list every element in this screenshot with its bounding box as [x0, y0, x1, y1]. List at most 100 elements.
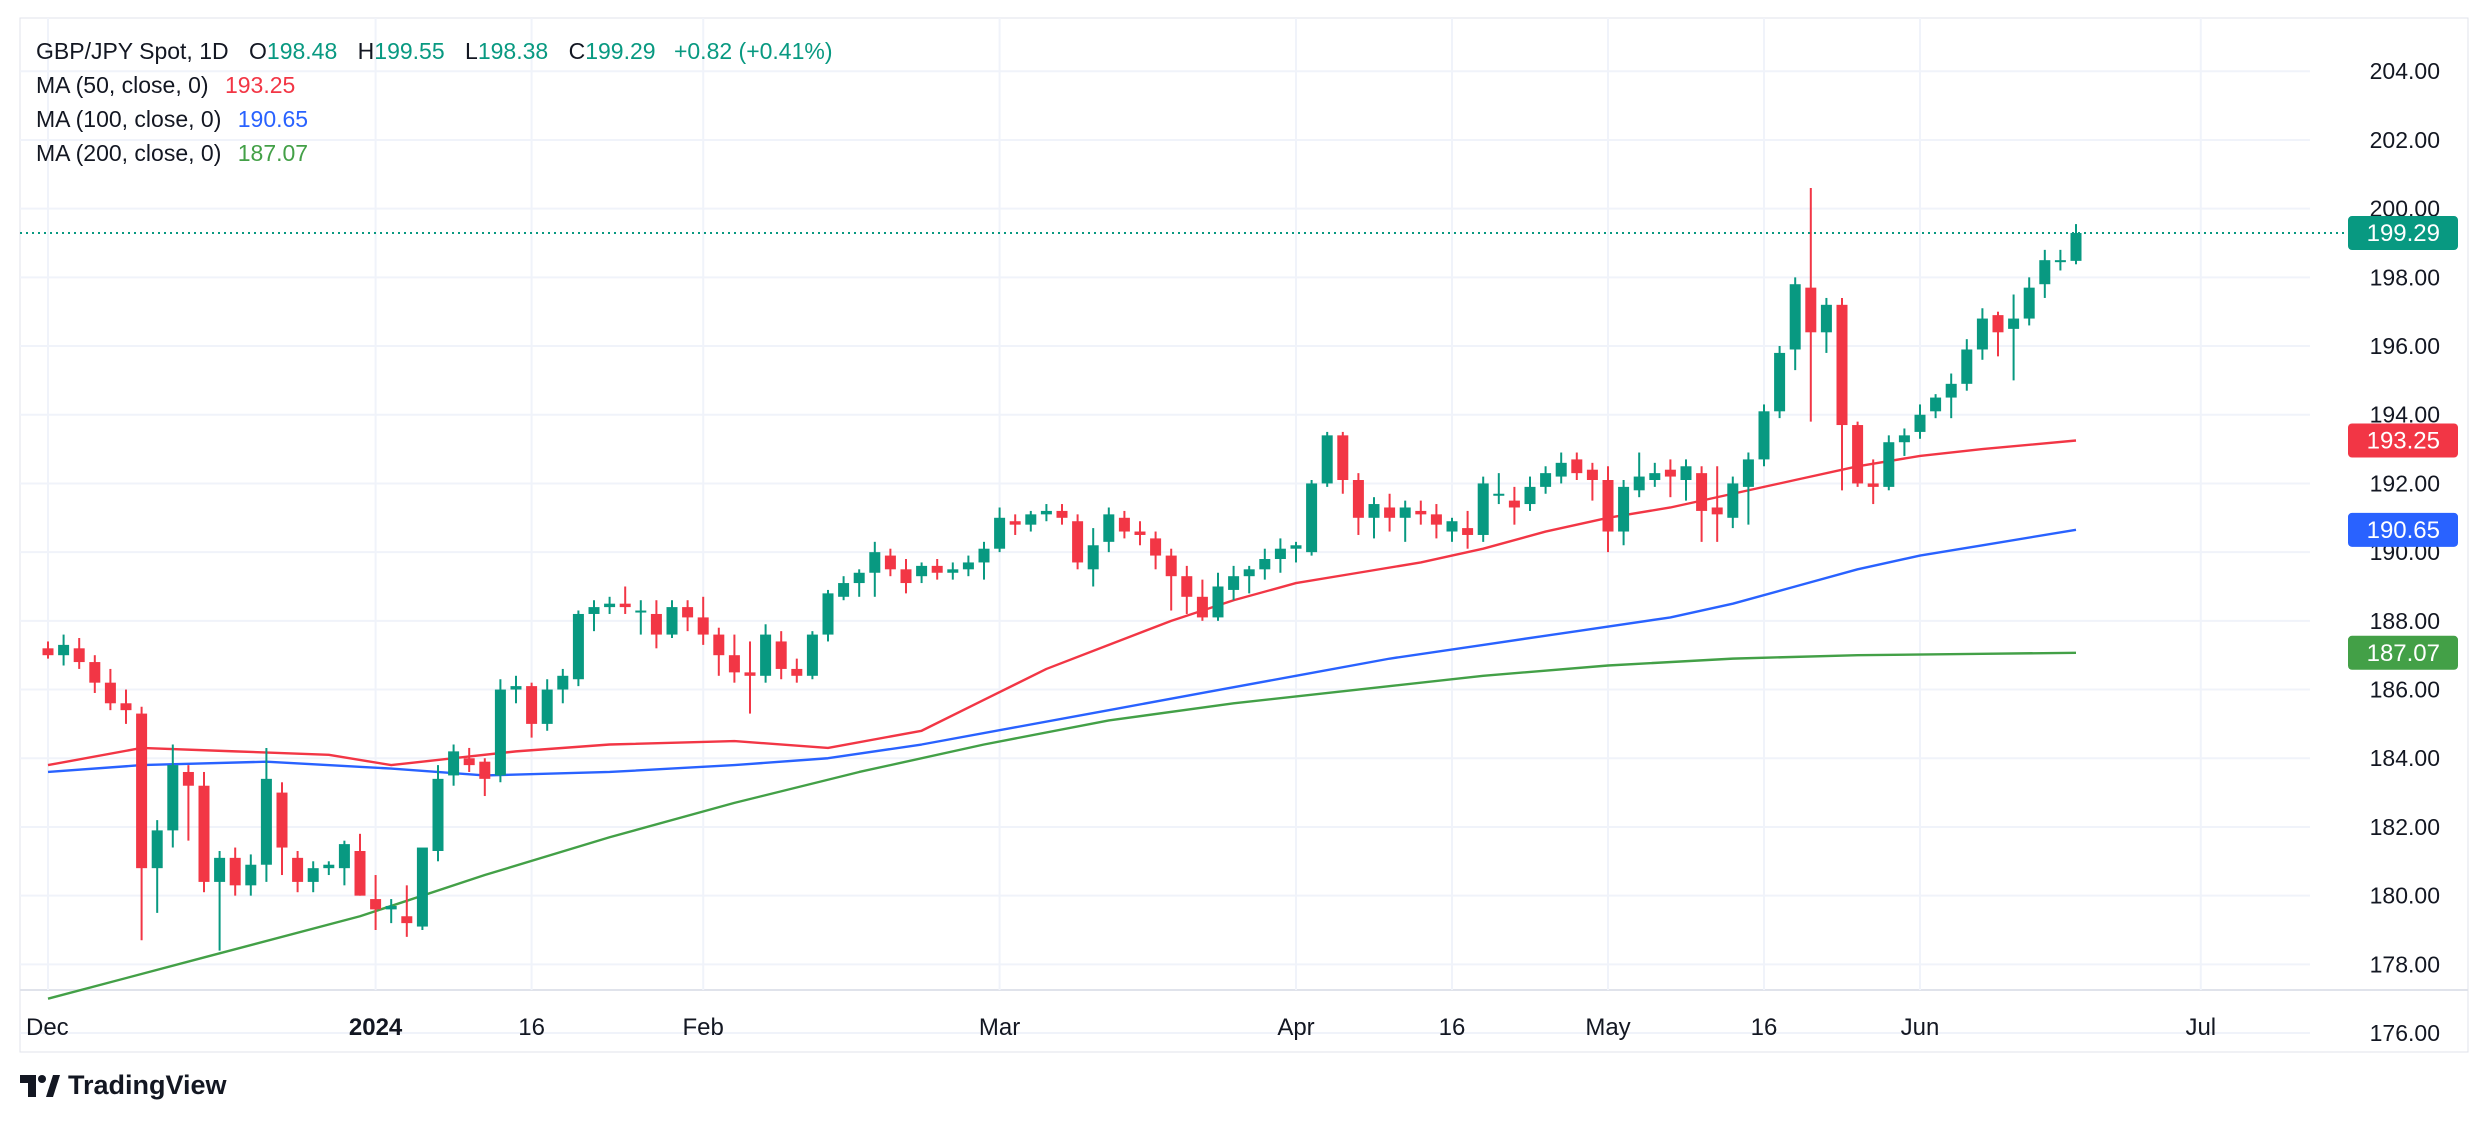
- candle-body: [136, 713, 148, 869]
- candle-body: [822, 593, 834, 635]
- candle: [510, 675, 522, 704]
- candlesticks: [42, 188, 2082, 951]
- price-tick-label: 184.00: [2370, 745, 2440, 771]
- price-tick-label: 178.00: [2370, 951, 2440, 977]
- candle: [1196, 579, 1208, 621]
- candle-body: [2023, 287, 2035, 319]
- candle: [838, 576, 850, 601]
- candle-body: [1742, 459, 1754, 487]
- candle-body: [1992, 315, 2004, 333]
- ma200-value: 187.07: [237, 140, 309, 166]
- last-price-badge: [2348, 216, 2458, 251]
- candle-body: [1820, 304, 1832, 333]
- candle: [432, 765, 444, 862]
- candle: [884, 548, 896, 577]
- candle-body: [666, 607, 678, 635]
- candle-body: [557, 675, 569, 690]
- candle: [1493, 473, 1505, 505]
- close-value: 199.29: [585, 38, 656, 64]
- candle: [1477, 476, 1489, 542]
- candle: [1306, 480, 1318, 556]
- candle: [136, 706, 148, 941]
- ohlc-row: GBP/JPY Spot, 1D O198.48 H199.55 L198.38…: [36, 34, 833, 68]
- time-tick-label: May: [1585, 1014, 1630, 1041]
- candle-body: [1274, 548, 1286, 560]
- candle: [775, 631, 787, 680]
- candle: [1009, 514, 1021, 535]
- last-price-badge-label: 199.29: [2367, 220, 2440, 247]
- time-axis[interactable]: Dec 2024 16 Feb Mar Apr 16 May 16 Jun Jul: [26, 1014, 2216, 1041]
- candle: [1618, 480, 1630, 546]
- ma100-row[interactable]: MA (100, close, 0) 190.65: [36, 102, 833, 136]
- candle: [120, 689, 132, 724]
- candle: [1118, 510, 1130, 539]
- candle-body: [1524, 486, 1536, 505]
- candle-body: [1072, 521, 1084, 563]
- candle-body: [1789, 284, 1801, 350]
- chart-frame: [19, 17, 2469, 1053]
- price-axis[interactable]: 176.00 178.00 180.00 182.00 184.00 186.00 188.…: [2348, 58, 2458, 1046]
- tradingview-logo-icon: [20, 1074, 60, 1097]
- candle-body: [1196, 596, 1208, 618]
- time-tick-label: Mar: [979, 1014, 1020, 1041]
- symbol-label[interactable]: GBP/JPY Spot, 1D: [36, 38, 229, 64]
- candle: [822, 589, 834, 642]
- high-value: 199.55: [374, 38, 445, 64]
- candle-body: [994, 517, 1006, 549]
- candle-body: [572, 613, 584, 680]
- candle: [635, 600, 647, 635]
- candle-body: [526, 686, 538, 724]
- tradingview-logo[interactable]: TradingView: [20, 1070, 227, 1101]
- candle-body: [104, 682, 116, 704]
- price-tick-label: 188.00: [2370, 608, 2440, 634]
- candle: [744, 641, 756, 714]
- price-tick-label: 186.00: [2370, 677, 2440, 703]
- candle-body: [385, 905, 397, 910]
- candle: [1290, 541, 1302, 563]
- candle: [947, 562, 959, 580]
- candle: [416, 847, 428, 930]
- ma200-badge: [2348, 635, 2458, 670]
- candle-body: [42, 648, 54, 656]
- ma50-row[interactable]: MA (50, close, 0) 193.25: [36, 68, 833, 102]
- price-tick-label: 194.00: [2370, 402, 2440, 428]
- candle: [1820, 297, 1832, 353]
- candle: [1399, 500, 1411, 542]
- low-value: 198.38: [477, 38, 549, 64]
- candle-body: [1243, 569, 1255, 577]
- candle: [1930, 394, 1942, 419]
- candle-body: [1571, 459, 1583, 474]
- candle: [1586, 462, 1598, 501]
- candle-body: [58, 644, 70, 656]
- candle: [1789, 277, 1801, 371]
- chart-grid: [19, 17, 2469, 1053]
- candle-body: [2054, 260, 2066, 263]
- candle-body: [1774, 352, 1786, 412]
- candle: [73, 638, 85, 669]
- price-tick-label: 198.00: [2370, 264, 2440, 290]
- candle: [1150, 531, 1162, 570]
- time-tick-label: Jun: [1901, 1014, 1940, 1041]
- candle-body: [479, 761, 491, 779]
- ma200-row[interactable]: MA (200, close, 0) 187.07: [36, 136, 833, 170]
- candle-body: [401, 916, 413, 924]
- candle-body: [1976, 318, 1988, 350]
- candle: [214, 850, 226, 951]
- candle: [572, 610, 584, 687]
- candle-body: [167, 765, 179, 831]
- candle: [1072, 514, 1084, 570]
- candle-body: [1805, 287, 1817, 333]
- candle: [323, 861, 335, 876]
- candle-body: [1649, 473, 1661, 481]
- candle: [1212, 572, 1224, 621]
- time-tick-label: 16: [518, 1014, 545, 1041]
- candle: [2054, 249, 2066, 271]
- candle-body: [838, 583, 850, 597]
- candle: [619, 586, 631, 614]
- candle-body: [1477, 483, 1489, 535]
- price-tick-label: 176.00: [2370, 1020, 2440, 1046]
- candle-body: [541, 689, 553, 724]
- ma50-badge-label: 193.25: [2367, 428, 2440, 455]
- candle-body: [962, 562, 974, 570]
